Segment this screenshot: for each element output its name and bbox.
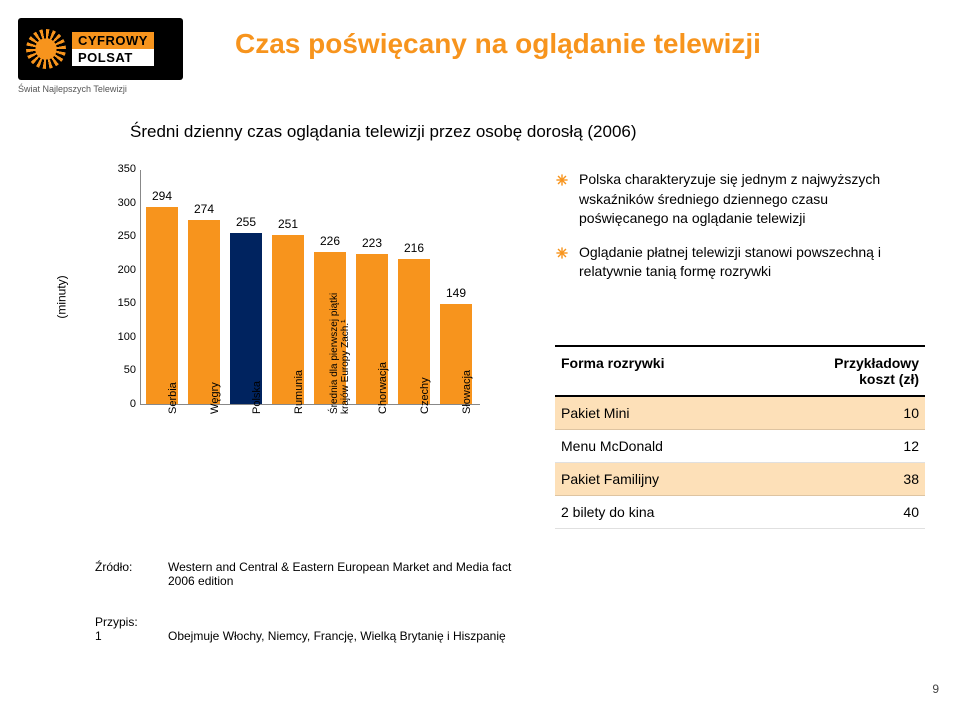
table-cell-value: 38 bbox=[839, 471, 919, 487]
y-tick: 350 bbox=[106, 163, 136, 175]
x-tick: Chorwacja bbox=[377, 362, 389, 414]
y-tick: 50 bbox=[106, 364, 136, 376]
source-line: Źródło: Western and Central & Eastern Eu… bbox=[95, 560, 525, 588]
table-head-col1: Forma rozrywki bbox=[561, 355, 664, 387]
table-cell-label: Pakiet Mini bbox=[561, 405, 629, 421]
footnote-num: 1 bbox=[95, 629, 150, 643]
y-tick: 150 bbox=[106, 297, 136, 309]
page-title: Czas poświęcany na oglądanie telewizji bbox=[235, 28, 761, 60]
table-head-col2: Przykładowy koszt (zł) bbox=[834, 355, 919, 387]
y-tick: 100 bbox=[106, 331, 136, 343]
source-text: Western and Central & Eastern European M… bbox=[168, 560, 525, 588]
source-label: Źródło: bbox=[95, 560, 150, 588]
bar-value-label: 294 bbox=[146, 189, 178, 203]
y-axis-label: (minuty) bbox=[55, 275, 69, 318]
footnote-text: Obejmuje Włochy, Niemcy, Francję, Wielką… bbox=[168, 629, 506, 643]
bar-value-label: 255 bbox=[230, 215, 262, 229]
brand-tagline: Świat Najlepszych Telewizji bbox=[18, 84, 127, 94]
y-tick: 250 bbox=[106, 230, 136, 242]
y-tick: 300 bbox=[106, 197, 136, 209]
bar-value-label: 251 bbox=[272, 217, 304, 231]
table-cell-label: Pakiet Familijny bbox=[561, 471, 659, 487]
x-tick: Średnia dla pierwszej piątkikrajów Europ… bbox=[329, 294, 351, 414]
slide: CYFROWY POLSAT Świat Najlepszych Telewiz… bbox=[0, 0, 959, 708]
bullet-text: Polska charakteryzuje się jednym z najwy… bbox=[579, 170, 915, 229]
x-tick: Słowacja bbox=[461, 370, 473, 414]
table-header: Forma rozrywki Przykładowy koszt (zł) bbox=[555, 345, 925, 397]
sun-icon bbox=[26, 29, 66, 69]
table-cell-label: 2 bilety do kina bbox=[561, 504, 654, 520]
bullet-list: Polska charakteryzuje się jednym z najwy… bbox=[555, 170, 915, 296]
bar-value-label: 226 bbox=[314, 234, 346, 248]
table-row: Menu McDonald 12 bbox=[555, 430, 925, 463]
table-cell-value: 10 bbox=[839, 405, 919, 421]
bar: 294 bbox=[146, 207, 178, 404]
bar: 255 bbox=[230, 233, 262, 404]
footnote-label: Przypis: bbox=[95, 615, 506, 629]
asterisk-icon bbox=[555, 173, 569, 187]
plot-area: 0501001502002503003502942742552512262232… bbox=[140, 170, 480, 405]
page-number: 9 bbox=[932, 682, 939, 696]
brand-line1: CYFROWY bbox=[72, 32, 154, 49]
y-tick: 0 bbox=[106, 398, 136, 410]
x-tick: Rumunia bbox=[293, 370, 305, 414]
bar-value-label: 149 bbox=[440, 286, 472, 300]
table-row: 2 bilety do kina 40 bbox=[555, 496, 925, 529]
bullet-text: Oglądanie płatnej telewizji stanowi pows… bbox=[579, 243, 915, 282]
brand-line2: POLSAT bbox=[72, 49, 154, 66]
table-cell-value: 12 bbox=[839, 438, 919, 454]
bar-chart: (minuty) 0501001502002503003502942742552… bbox=[95, 160, 495, 510]
x-tick: Serbia bbox=[167, 382, 179, 414]
table-cell-value: 40 bbox=[839, 504, 919, 520]
footnote: Przypis: 1 Obejmuje Włochy, Niemcy, Fran… bbox=[95, 615, 506, 643]
table-row: Pakiet Mini 10 bbox=[555, 397, 925, 430]
bullet-item: Polska charakteryzuje się jednym z najwy… bbox=[555, 170, 915, 229]
bar-value-label: 274 bbox=[188, 202, 220, 216]
cost-table: Forma rozrywki Przykładowy koszt (zł) Pa… bbox=[555, 345, 925, 529]
brand-text: CYFROWY POLSAT bbox=[72, 32, 154, 66]
x-tick: Węgry bbox=[209, 382, 221, 414]
bar-value-label: 216 bbox=[398, 241, 430, 255]
chart-subtitle: Średni dzienny czas oglądania telewizji … bbox=[130, 122, 637, 142]
table-row: Pakiet Familijny 38 bbox=[555, 463, 925, 496]
table-cell-label: Menu McDonald bbox=[561, 438, 663, 454]
bullet-item: Oglądanie płatnej telewizji stanowi pows… bbox=[555, 243, 915, 282]
brand-logo: CYFROWY POLSAT bbox=[18, 18, 183, 80]
x-tick: Czechy bbox=[419, 377, 431, 414]
asterisk-icon bbox=[555, 246, 569, 260]
x-tick: Polska bbox=[251, 381, 263, 414]
bar-value-label: 223 bbox=[356, 236, 388, 250]
bar: 274 bbox=[188, 220, 220, 404]
y-tick: 200 bbox=[106, 264, 136, 276]
